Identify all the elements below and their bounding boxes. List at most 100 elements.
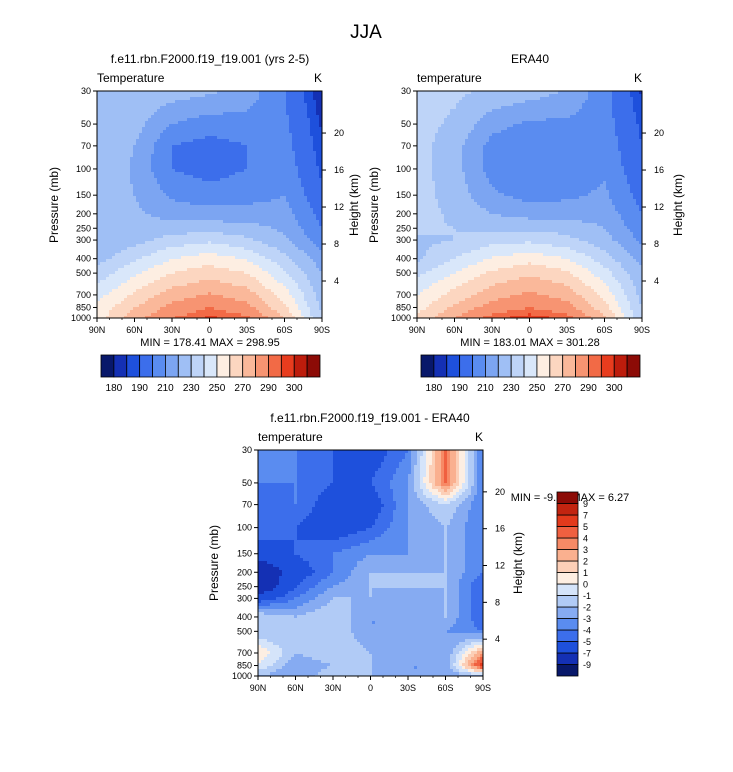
field-cell xyxy=(241,268,245,272)
field-cell xyxy=(295,145,299,149)
field-cell xyxy=(247,274,251,278)
field-cell xyxy=(133,205,137,209)
field-cell xyxy=(157,103,161,107)
field-cell xyxy=(145,217,149,221)
field-cell xyxy=(271,208,275,212)
field-cell xyxy=(157,283,161,287)
field-cell xyxy=(133,229,137,233)
field-cell xyxy=(157,190,161,194)
field-cell xyxy=(139,223,143,227)
field-cell xyxy=(172,196,176,200)
field-cell xyxy=(223,196,227,200)
field-cell xyxy=(292,103,296,107)
field-cell xyxy=(277,214,281,218)
field-cell xyxy=(268,109,272,113)
field-cell xyxy=(238,106,242,110)
field-cell xyxy=(109,94,113,98)
field-cell xyxy=(118,289,122,293)
field-cell xyxy=(106,277,110,281)
field-cell xyxy=(265,193,269,197)
field-cell xyxy=(118,286,122,290)
field-cell xyxy=(112,250,116,254)
field-cell xyxy=(133,124,137,128)
field-cell xyxy=(115,133,119,137)
field-cell xyxy=(283,121,287,125)
field-cell xyxy=(160,178,164,182)
field-cell xyxy=(244,280,248,284)
field-cell xyxy=(184,241,188,245)
field-cell xyxy=(139,115,143,119)
field-cell xyxy=(178,91,182,95)
field-cell xyxy=(310,283,314,287)
field-cell xyxy=(244,253,248,257)
field-cell xyxy=(220,178,224,182)
field-cell xyxy=(235,187,239,191)
field-cell xyxy=(304,235,308,239)
field-cell xyxy=(253,94,257,98)
panel-left-label: Temperature xyxy=(97,71,165,85)
field-cell xyxy=(100,157,104,161)
field-cell xyxy=(187,202,191,206)
field-cell xyxy=(169,160,173,164)
field-cell xyxy=(226,226,230,230)
field-cell xyxy=(301,109,305,113)
field-cell xyxy=(166,205,170,209)
field-cell xyxy=(169,283,173,287)
field-cell xyxy=(187,124,191,128)
field-cell xyxy=(319,190,322,194)
field-cell xyxy=(238,91,242,95)
field-cell xyxy=(223,115,227,119)
field-cell xyxy=(172,157,176,161)
field-cell xyxy=(205,262,209,266)
field-cell xyxy=(274,106,278,110)
field-cell xyxy=(154,142,158,146)
field-cell xyxy=(241,247,245,251)
field-cell xyxy=(196,91,200,95)
field-cell xyxy=(253,205,257,209)
field-cell xyxy=(178,139,182,143)
field-cell xyxy=(316,196,320,200)
field-cell xyxy=(121,259,125,263)
field-cell xyxy=(124,115,128,119)
field-cell xyxy=(115,223,119,227)
field-cell xyxy=(178,202,182,206)
field-cell xyxy=(193,253,197,257)
field-cell xyxy=(133,250,137,254)
field-cell xyxy=(319,205,322,209)
field-cell xyxy=(118,154,122,158)
field-cell xyxy=(163,202,167,206)
field-cell xyxy=(235,130,239,134)
field-cell xyxy=(247,229,251,233)
field-cell xyxy=(262,190,266,194)
field-cell xyxy=(223,130,227,134)
field-cell xyxy=(100,265,104,269)
field-cell xyxy=(202,148,206,152)
field-cell xyxy=(235,241,239,245)
field-cell xyxy=(175,106,179,110)
field-cell xyxy=(154,154,158,158)
field-cell xyxy=(268,166,272,170)
field-cell xyxy=(103,136,107,140)
field-cell xyxy=(202,226,206,230)
field-cell xyxy=(184,175,188,179)
field-cell xyxy=(157,238,161,242)
field-cell xyxy=(295,94,299,98)
field-cell xyxy=(190,112,194,116)
field-cell xyxy=(184,130,188,134)
field-cell xyxy=(229,232,233,236)
field-cell xyxy=(277,274,281,278)
field-cell xyxy=(100,91,104,95)
field-cell xyxy=(301,181,305,185)
field-cell xyxy=(181,175,185,179)
field-cell xyxy=(229,238,233,242)
field-cell xyxy=(142,181,146,185)
field-cell xyxy=(133,172,137,176)
field-cell xyxy=(169,94,173,98)
field-cell xyxy=(253,127,257,131)
field-cell xyxy=(295,103,299,107)
field-cell xyxy=(115,157,119,161)
field-cell xyxy=(109,190,113,194)
field-cell xyxy=(310,160,314,164)
field-cell xyxy=(226,145,230,149)
field-cell xyxy=(316,229,320,233)
